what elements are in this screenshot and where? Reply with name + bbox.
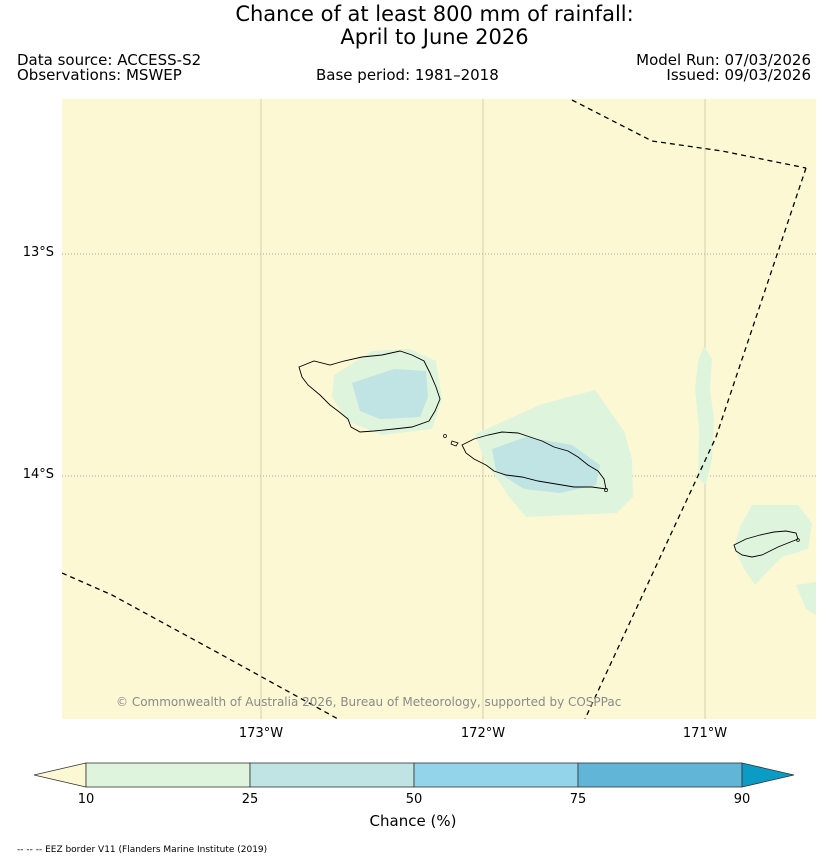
lon-label-171w: 171°W <box>682 726 728 741</box>
model-run-text: Model Run: 07/03/2026 <box>636 51 811 69</box>
eez-footnote: -- -- -- EEZ border V11 (Flanders Marine… <box>17 845 268 855</box>
eez-border-east <box>584 167 807 719</box>
colorbar-tick-75: 75 <box>569 792 587 807</box>
contour-25-50-upolu <box>492 437 600 493</box>
base-period-text: Base period: 1981–2018 <box>316 66 499 84</box>
coastline-apolima <box>443 434 447 438</box>
colorbar-below-10 <box>33 762 87 788</box>
colorbar-above-90 <box>741 762 795 788</box>
colorbar-10-25 <box>85 762 251 788</box>
lon-label-172w: 172°W <box>460 726 506 741</box>
lat-label-13s: 13°S <box>22 245 54 260</box>
data-source-text: Data source: ACCESS-S2 <box>17 51 202 69</box>
coastline-upolu <box>461 431 607 490</box>
copyright-text: © Commonwealth of Australia 2026, Bureau… <box>116 695 622 709</box>
coastline-manono <box>450 440 459 447</box>
colorbar <box>33 762 795 788</box>
lat-label-14s: 14°S <box>22 467 54 482</box>
colorbar-label: Chance (%) <box>369 812 457 830</box>
eez-border-southwest <box>62 572 339 719</box>
colorbar-50-75 <box>413 762 579 788</box>
map-svg <box>62 99 816 719</box>
eez-border-north <box>571 99 807 169</box>
contour-10-25-se-edge <box>796 582 816 615</box>
coastline-tutuila <box>733 530 799 558</box>
map-panel[interactable]: © Commonwealth of Australia 2026, Bureau… <box>62 99 816 719</box>
issued-text: Issued: 09/03/2026 <box>666 66 811 84</box>
lon-label-173w: 173°W <box>238 726 284 741</box>
title-line-1: Chance of at least 800 mm of rainfall: <box>235 2 634 26</box>
colorbar-tick-25: 25 <box>241 792 259 807</box>
colorbar-tick-50: 50 <box>405 792 423 807</box>
colorbar-tick-10: 10 <box>77 792 95 807</box>
colorbar-75-90 <box>577 762 743 788</box>
contour-25-50-savaii <box>352 369 428 419</box>
coastline-aunuu <box>796 538 800 542</box>
coastline-nuutele <box>604 488 608 492</box>
coastline-savaii <box>298 350 441 433</box>
colorbar-25-50 <box>249 762 415 788</box>
contour-10-25-east-strip <box>695 346 714 485</box>
observations-text: Observations: MSWEP <box>17 66 182 84</box>
colorbar-tick-90: 90 <box>733 792 751 807</box>
contour-10-25-tutuila <box>734 505 812 585</box>
title-line-2: April to June 2026 <box>340 25 529 49</box>
